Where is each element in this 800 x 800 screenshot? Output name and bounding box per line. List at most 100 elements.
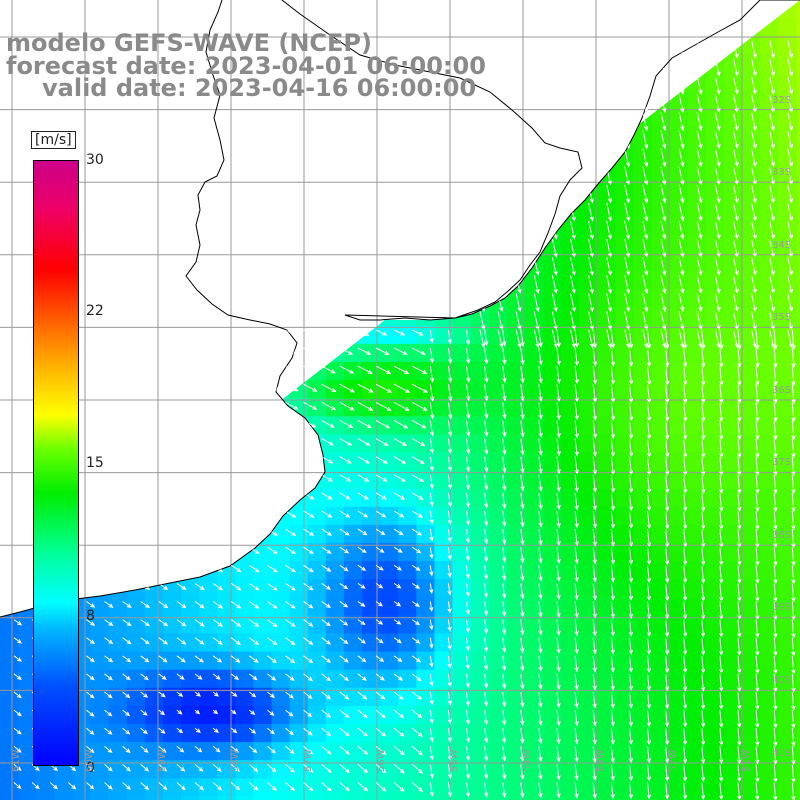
wind-arrow	[737, 764, 742, 783]
speed-cell	[687, 144, 707, 164]
speed-cell	[724, 325, 743, 345]
forecast-date: forecast date: 2023-04-01 06:00:00	[6, 52, 486, 80]
speed-cell	[705, 253, 725, 273]
speed-cell	[144, 217, 164, 236]
wind-arrow	[429, 402, 435, 420]
speed-cell	[597, 325, 616, 345]
speed-cell	[362, 796, 381, 800]
speed-cell	[651, 253, 671, 273]
wind-arrow	[357, 601, 366, 607]
wind-arrow	[588, 257, 594, 276]
speed-cell	[561, 90, 580, 110]
speed-cell	[144, 796, 164, 800]
speed-cell	[778, 307, 797, 327]
speed-cell	[217, 416, 236, 435]
wind-arrow	[447, 510, 452, 525]
wind-arrow	[646, 782, 652, 800]
speed-cell	[0, 181, 19, 200]
wind-arrow	[624, 220, 631, 240]
speed-cell	[181, 162, 200, 182]
wind-arrow	[755, 673, 760, 693]
wind-arrow	[447, 637, 452, 651]
land-area	[0, 0, 800, 617]
wind-arrow	[556, 510, 561, 529]
wind-arrow	[393, 709, 405, 719]
speed-cell	[669, 235, 689, 254]
speed-cell	[126, 181, 146, 200]
wind-arrow	[393, 347, 408, 355]
wind-arrow	[122, 329, 134, 336]
wind-arrow	[375, 764, 387, 774]
wind-arrow	[574, 366, 579, 385]
wind-arrow	[212, 782, 223, 791]
wind-arrow	[357, 474, 370, 482]
wind-arrow	[556, 637, 561, 654]
wind-arrow	[339, 691, 350, 700]
wind-arrow	[158, 383, 170, 390]
wind-arrow	[551, 39, 558, 59]
wind-arrow	[642, 76, 649, 95]
wind-arrow	[497, 238, 504, 258]
wind-arrow	[158, 782, 168, 791]
wind-arrow	[501, 764, 507, 780]
wind-arrow	[285, 691, 294, 699]
wind-arrow	[606, 311, 613, 331]
speed-cell	[615, 253, 635, 273]
wind-arrow	[86, 727, 95, 735]
wind-arrow	[664, 420, 670, 440]
speed-cell	[162, 162, 182, 182]
speed-cell	[90, 380, 110, 399]
speed-cell	[488, 54, 508, 73]
wind-arrow	[158, 438, 170, 445]
wind-arrow	[551, 57, 558, 77]
wind-arrow	[429, 746, 434, 761]
speed-cell	[162, 705, 182, 725]
speed-cell	[271, 778, 291, 797]
speed-cell	[416, 0, 435, 19]
wind-arrow	[574, 619, 579, 637]
wind-arrow	[267, 601, 278, 609]
speed-cell	[724, 144, 743, 164]
speed-cell	[742, 181, 761, 200]
wind-arrow	[732, 130, 739, 150]
wind-arrow	[339, 764, 350, 774]
wind-arrow	[429, 655, 434, 668]
wind-arrow	[502, 529, 507, 545]
wind-arrow	[339, 601, 349, 608]
wind-arrow	[642, 311, 649, 331]
speed-cell	[778, 253, 797, 273]
wind-arrow	[230, 637, 242, 646]
wind-arrow	[339, 745, 350, 755]
lon-label: 56W	[376, 749, 387, 772]
wind-arrow	[13, 420, 23, 426]
lat-label: 32S	[772, 95, 792, 106]
wind-arrow	[751, 39, 757, 59]
speed-cell	[760, 90, 779, 110]
wind-arrow	[664, 728, 670, 746]
wind-arrow	[212, 745, 221, 753]
wind-arrow	[230, 655, 241, 663]
speed-cell	[90, 362, 110, 381]
wind-arrow	[483, 710, 489, 726]
wind-arrow	[497, 76, 504, 95]
speed-cell	[651, 289, 671, 309]
wind-arrow	[13, 691, 22, 699]
wind-arrow	[624, 148, 631, 168]
speed-cell	[506, 796, 526, 800]
wind-arrow	[285, 564, 296, 573]
speed-cell	[633, 253, 653, 273]
speed-cell	[126, 380, 146, 399]
wind-arrow	[755, 348, 760, 368]
speed-cell	[579, 651, 598, 671]
speed-cell	[162, 796, 182, 800]
wind-arrow	[751, 148, 757, 168]
wind-arrow	[194, 655, 204, 663]
wind-arrow	[393, 582, 402, 589]
wind-arrow	[212, 347, 225, 354]
wind-arrow	[574, 456, 579, 475]
speed-cell	[398, 343, 417, 363]
speed-cell	[488, 36, 508, 55]
wind-arrow	[339, 401, 355, 411]
speed-cell	[0, 217, 19, 236]
wind-arrow	[628, 583, 634, 602]
